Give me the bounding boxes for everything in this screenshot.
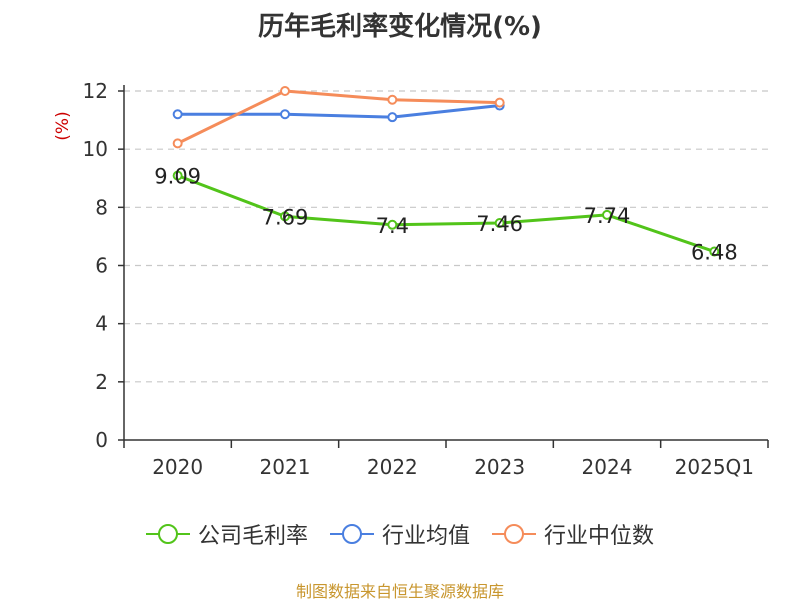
legend-item-company[interactable]: 公司毛利率 [145,518,308,550]
grid-layer [124,90,768,383]
legend-marker-company [145,524,190,544]
legend-marker-industry-median [492,524,536,544]
data-point-company [494,218,505,229]
x-tick-label: 2022 [367,455,418,479]
data-point-industry-avg [172,109,183,120]
data-label-company: 6.48 [691,241,738,265]
chart-title: 历年毛利率变化情况(%) [258,12,542,42]
legend: 公司毛利率 行业均值 行业中位数 [0,518,800,550]
legend-label-company: 公司毛利率 [197,524,308,549]
data-point-industry-median [494,97,505,108]
data-label-company: 7.69 [262,205,309,229]
series-layer [172,86,720,257]
source-note: 制图数据来自恒生聚源数据库 [295,582,504,601]
data-label-company: 7.46 [476,212,523,236]
y-tick-label: 0 [95,428,108,452]
x-tick-label: 2023 [474,455,525,479]
data-point-industry-avg [280,109,290,120]
legend-item-industry-avg[interactable]: 行业均值 [329,518,470,550]
legend-circle-industry-median [504,524,524,544]
legend-item-industry-median[interactable]: 行业中位数 [492,518,654,550]
data-point-company [709,246,720,257]
legend-label-industry-median: 行业中位数 [544,524,655,549]
data-point-company [602,209,612,220]
data-point-industry-avg [387,112,398,123]
y-axis-label: (%) [53,111,73,140]
data-label-company: 9.09 [154,165,201,189]
series-line-industry-avg [177,104,500,119]
data-label-layer: 9.09 7.69 7.4 7.46 7.74 6.48 [154,165,737,265]
legend-marker-industry-avg [329,524,374,544]
series-line-company [177,174,715,253]
data-point-company [280,211,290,222]
x-tick-label: 2020 [152,455,203,479]
y-tick-label: 8 [95,195,108,219]
y-tick-label: 10 [83,137,108,161]
legend-label-industry-avg: 行业均值 [381,524,470,549]
axis-layer: 0 2 4 6 8 10 12 (%) 2020 2021 2022 2023 2024 2025Q1 [53,79,769,479]
series-line-industry-median [177,89,500,145]
y-tick-label: 2 [95,370,108,394]
data-point-industry-median [172,138,183,149]
data-point-company [387,219,398,230]
y-tick-label: 12 [83,79,108,103]
data-label-company: 7.74 [584,204,631,228]
x-tick-label: 2021 [260,455,311,479]
x-tick-label: 2025Q1 [675,455,754,479]
x-tick-label: 2024 [582,455,633,479]
data-point-company [172,170,183,181]
legend-circle-industry-avg [341,524,362,544]
data-point-industry-median [387,94,398,105]
y-tick-label: 6 [95,254,108,278]
legend-circle-company [157,524,178,544]
data-label-company: 7.4 [376,214,409,238]
data-point-industry-median [280,86,290,96]
y-tick-label: 4 [95,312,108,336]
